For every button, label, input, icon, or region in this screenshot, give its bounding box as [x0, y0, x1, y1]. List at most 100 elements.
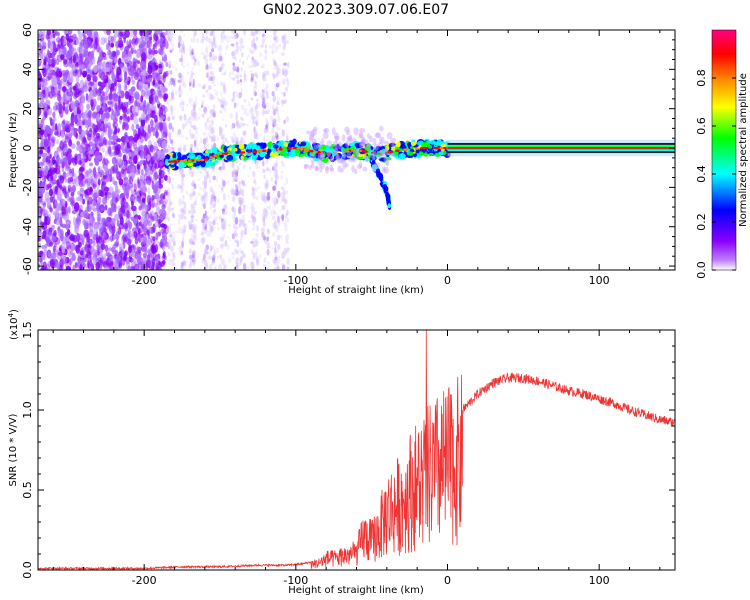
- signal-peak: [287, 147, 292, 150]
- noise-blob: [88, 176, 94, 184]
- noise-streak-blob: [203, 249, 207, 253]
- noise-blob: [125, 165, 131, 174]
- noise-blob: [128, 50, 132, 58]
- faint-blob: [175, 67, 178, 72]
- noise-blob: [141, 89, 146, 98]
- faint-signal-blob: [362, 166, 368, 172]
- faint-blob: [247, 174, 250, 178]
- noise-blob: [38, 230, 41, 237]
- noise-blob: [153, 184, 158, 194]
- noise-blob: [155, 232, 158, 241]
- signal-blob: [227, 147, 233, 151]
- noise-blob: [83, 39, 89, 50]
- noise-streak-blob: [277, 221, 281, 227]
- noise-blob: [132, 61, 137, 69]
- noise-blob: [161, 209, 167, 218]
- noise-blob: [59, 232, 64, 242]
- faint-blob: [229, 239, 232, 242]
- noise-streak-blob: [219, 165, 222, 173]
- faint-blob: [260, 193, 264, 199]
- noise-streak-blob: [167, 144, 171, 151]
- noise-blob: [105, 64, 111, 73]
- noise-streak-blob: [243, 70, 246, 78]
- noise-blob: [106, 30, 111, 36]
- noise-blob: [49, 258, 55, 269]
- noise-blob: [82, 111, 87, 120]
- noise-blob: [140, 159, 144, 164]
- faint-blob: [239, 197, 242, 202]
- faint-signal-blob: [335, 135, 339, 143]
- noise-blob: [143, 160, 147, 170]
- faint-blob: [217, 46, 221, 51]
- noise-blob: [140, 168, 144, 176]
- faint-blob: [278, 43, 282, 48]
- noise-blob: [103, 72, 108, 81]
- noise-blob: [149, 210, 154, 216]
- faint-blob: [191, 103, 195, 107]
- noise-streak-blob: [168, 122, 173, 130]
- faint-blob: [211, 81, 214, 84]
- noise-blob: [105, 238, 110, 243]
- noise-blob: [54, 123, 58, 131]
- faint-blob: [174, 90, 178, 96]
- noise-blob: [45, 99, 51, 106]
- noise-streak-blob: [231, 256, 235, 260]
- noise-blob: [154, 244, 158, 253]
- noise-streak-blob: [221, 165, 225, 171]
- noise-streak-blob: [231, 170, 234, 178]
- noise-blob: [51, 118, 56, 124]
- faint-signal-blob: [344, 163, 349, 168]
- figure-title: GN02.2023.309.07.06.E07: [263, 2, 449, 18]
- noise-streak-blob: [277, 115, 281, 123]
- noise-streak-blob: [166, 175, 171, 183]
- signal-blob: [240, 155, 245, 161]
- noise-streak-blob: [167, 191, 171, 199]
- noise-blob: [57, 38, 63, 49]
- noise-blob: [121, 235, 125, 244]
- noise-streak-blob: [221, 177, 224, 183]
- noise-blob: [92, 256, 97, 266]
- noise-blob: [90, 98, 94, 107]
- noise-blob: [45, 235, 51, 244]
- noise-streak-blob: [254, 243, 259, 247]
- noise-streak-blob: [192, 61, 197, 67]
- branch-blob: [383, 186, 387, 194]
- noise-blob: [135, 54, 139, 60]
- noise-blob: [104, 117, 108, 126]
- noise-blob: [98, 142, 104, 147]
- faint-blob: [271, 197, 275, 203]
- noise-streak-blob: [182, 144, 187, 152]
- noise-blob: [124, 85, 128, 90]
- signal-peak: [257, 150, 261, 153]
- noise-blob: [100, 243, 106, 251]
- noise-blob: [107, 127, 113, 136]
- signal-blob: [406, 151, 414, 156]
- faint-blob: [199, 137, 203, 144]
- noise-blob: [138, 196, 141, 204]
- faint-blob: [266, 96, 270, 100]
- noise-blob: [54, 186, 59, 193]
- noise-blob: [159, 114, 163, 121]
- faint-signal-blob: [313, 144, 318, 151]
- faint-blob: [206, 30, 209, 35]
- noise-blob: [97, 68, 103, 77]
- noise-blob: [38, 207, 43, 213]
- noise-streak-blob: [236, 240, 240, 248]
- faint-blob: [225, 44, 229, 49]
- faint-blob: [254, 240, 257, 244]
- noise-streak-blob: [273, 108, 278, 113]
- noise-blob: [49, 133, 53, 142]
- noise-blob: [122, 111, 126, 119]
- noise-streak-blob: [230, 71, 234, 76]
- noise-blob: [99, 222, 104, 228]
- noise-streak-blob: [231, 97, 235, 102]
- x-tick-label: -200: [132, 274, 157, 287]
- noise-streak-blob: [192, 233, 196, 241]
- noise-blob: [52, 245, 56, 253]
- faint-blob: [277, 97, 281, 101]
- faint-blob: [243, 123, 248, 126]
- faint-blob: [272, 208, 275, 211]
- faint-signal-blob: [309, 154, 315, 159]
- noise-streak-blob: [193, 222, 196, 227]
- noise-blob: [57, 194, 63, 201]
